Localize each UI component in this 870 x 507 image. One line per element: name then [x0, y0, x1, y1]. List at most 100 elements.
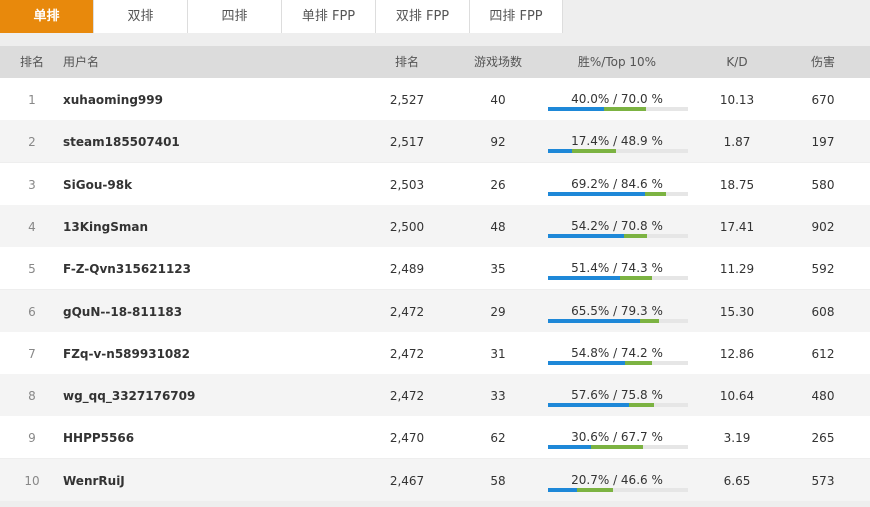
win-bar — [548, 233, 624, 238]
progress-track — [548, 149, 688, 154]
username: 13KingSman — [63, 219, 149, 234]
column-header: K/D — [726, 55, 748, 69]
win-bar — [548, 318, 640, 323]
win-top-label: 40.0% / 70.0 % — [571, 92, 663, 106]
tab[interactable]: 四排 FPP — [470, 0, 563, 33]
rank: 4 — [28, 219, 36, 234]
tab[interactable]: 单排 — [0, 0, 94, 33]
kd: 10.13 — [719, 93, 755, 107]
username: SiGou-98k — [63, 177, 133, 192]
games: 31 — [490, 346, 506, 361]
rating: 2,527 — [389, 93, 425, 107]
top10-bar — [619, 276, 652, 281]
rating: 2,503 — [389, 177, 425, 192]
win-bar — [548, 487, 577, 492]
kd: 10.64 — [719, 389, 755, 404]
rating: 2,517 — [389, 135, 425, 150]
rank: 9 — [28, 431, 36, 446]
win-top-label: 57.6% / 75.8 % — [571, 388, 663, 403]
win-bar — [548, 445, 591, 450]
games: 29 — [490, 304, 506, 319]
kd: 1.87 — [723, 135, 751, 150]
games: 48 — [490, 219, 506, 234]
table-row: 3 SiGou-98k 2,503 26 69.2% / 84.6 % 18.75 580 — [0, 162, 870, 205]
games: 35 — [490, 262, 506, 277]
damage: 197 — [811, 135, 835, 150]
kd: 18.75 — [719, 177, 755, 192]
table-row: 10 WenrRuiJ 2,467 58 20.7% / 46.6 % 6.65 573 — [0, 458, 870, 501]
top10-bar — [624, 360, 652, 365]
rating: 2,500 — [389, 219, 425, 234]
rank: 5 — [28, 262, 36, 277]
table-row: 9 HHPP5566 2,470 62 30.6% / 67.7 % 3.19 265 — [0, 416, 870, 459]
top10-bar — [572, 149, 617, 154]
damage: 612 — [811, 346, 835, 361]
kd: 11.29 — [719, 262, 755, 277]
tab[interactable]: 四排 — [188, 0, 282, 33]
damage: 592 — [811, 262, 835, 277]
games: 62 — [490, 431, 506, 446]
rank: 8 — [28, 389, 36, 404]
username: wg_qq_3327176709 — [63, 389, 196, 404]
username: WenrRuiJ — [63, 473, 125, 488]
tab[interactable]: 双排 FPP — [376, 0, 470, 33]
win-top-label: 17.4% / 48.9 % — [571, 134, 663, 149]
win-top-label: 54.2% / 70.8 % — [571, 218, 663, 233]
username: FZq-v-n589931082 — [63, 346, 190, 361]
column-header: 胜%/Top 10% — [577, 55, 657, 69]
rating: 2,489 — [389, 262, 425, 277]
top10-bar — [623, 233, 648, 238]
kd: 12.86 — [719, 346, 755, 361]
kd: 15.30 — [719, 304, 755, 319]
kd: 6.65 — [723, 473, 751, 488]
table-row: 6 gQuN--18-811183 2,472 29 65.5% / 79.3 % 15.… — [0, 289, 870, 332]
damage: 580 — [811, 177, 835, 192]
top10-bar — [604, 107, 646, 111]
games: 26 — [490, 177, 506, 192]
progress-track — [548, 487, 688, 492]
username: gQuN--18-811183 — [63, 304, 183, 319]
username: steam185507401 — [63, 135, 180, 150]
username: F-Z-Qvn315621123 — [63, 262, 191, 277]
win-bar — [548, 107, 604, 111]
rating: 2,472 — [389, 389, 425, 404]
rank: 6 — [28, 304, 36, 319]
win-top-label: 54.8% / 74.2 % — [571, 345, 663, 360]
top10-bar — [639, 318, 659, 323]
damage: 670 — [811, 93, 835, 107]
rating: 2,472 — [389, 304, 425, 319]
column-header: 排名 — [394, 55, 420, 69]
rating: 2,472 — [389, 346, 425, 361]
win-bar — [548, 276, 620, 281]
kd: 17.41 — [719, 219, 755, 234]
column-header: 排名 — [19, 55, 45, 69]
win-top-label: 69.2% / 84.6 % — [571, 176, 663, 191]
win-bar — [548, 403, 629, 408]
rank: 7 — [28, 346, 36, 361]
tab[interactable]: 双排 — [94, 0, 188, 33]
games: 58 — [490, 473, 506, 488]
table-row: 2 steam185507401 2,517 92 17.4% / 48.9 % 1.87… — [0, 120, 870, 163]
rank: 2 — [28, 135, 36, 150]
rank: 10 — [24, 473, 40, 488]
win-bar — [548, 360, 625, 365]
table-row: 4 13KingSman 2,500 48 54.2% / 70.8 % 17.41 902 — [0, 204, 870, 247]
username: xuhaoming999 — [63, 93, 163, 107]
games: 33 — [490, 389, 506, 404]
column-header: 伤害 — [810, 55, 836, 69]
rank: 1 — [28, 93, 36, 107]
rating: 2,470 — [389, 431, 425, 446]
damage: 608 — [811, 304, 835, 319]
win-bar — [548, 191, 645, 196]
games: 92 — [490, 135, 506, 150]
table-header: 排名 用户名 排名 游戏场数 胜%/Top 10% K/D 伤害 — [0, 46, 870, 78]
win-top-label: 51.4% / 74.3 % — [571, 261, 663, 276]
damage: 480 — [811, 389, 835, 404]
win-top-label: 30.6% / 67.7 % — [571, 430, 663, 445]
top10-bar — [590, 445, 643, 450]
win-bar — [548, 149, 573, 154]
tab[interactable]: 单排 FPP — [282, 0, 376, 33]
column-header: 游戏场数 — [473, 55, 523, 69]
top10-bar — [644, 191, 667, 196]
